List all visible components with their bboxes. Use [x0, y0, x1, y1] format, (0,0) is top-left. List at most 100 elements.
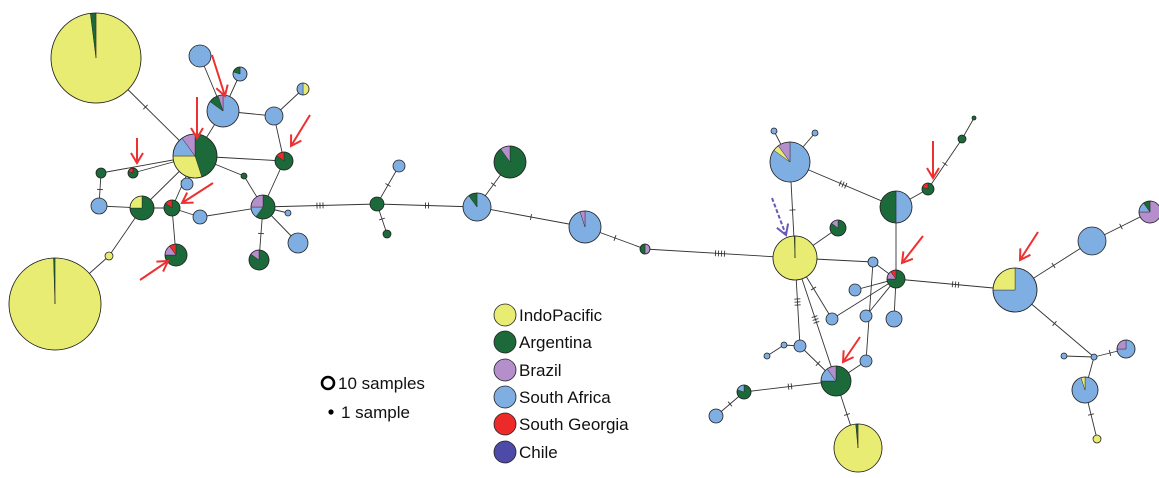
- size-legend-small-dot: [328, 409, 333, 414]
- mutation-tick: [958, 282, 959, 288]
- mutation-tick: [491, 183, 496, 187]
- haplotype-node: [51, 13, 141, 103]
- haplotype-node: [868, 257, 878, 267]
- haplotype-node: [1091, 354, 1097, 360]
- haplotype-node: [193, 210, 207, 224]
- legend-swatch-brazil: [494, 359, 516, 381]
- legend-label-argentina: Argentina: [519, 333, 592, 352]
- haplotype-node-circle: [868, 257, 878, 267]
- haplotype-node: [463, 193, 491, 221]
- haplotype-node-circle: [886, 311, 902, 327]
- haplotype-node-circle: [860, 355, 872, 367]
- mutation-tick: [955, 282, 956, 288]
- haplotype-node-circle: [972, 116, 976, 120]
- haplotype-node-circle: [105, 252, 113, 260]
- haplotype-node: [821, 366, 851, 396]
- legend-swatch-argentina: [494, 331, 516, 353]
- haplotype-node: [494, 146, 526, 178]
- mutation-tick: [385, 183, 390, 186]
- size-legend: 10 samples 1 sample: [322, 374, 425, 422]
- haplotype-node: [886, 311, 902, 327]
- purple-arrow-icon: [772, 198, 788, 235]
- haplotype-node-circle: [91, 198, 107, 214]
- haplotype-node: [173, 134, 217, 178]
- haplotype-pie-slice: [303, 83, 309, 95]
- red-arrow-icon: [902, 236, 923, 263]
- haplotype-pie-slice: [880, 191, 896, 223]
- haplotype-node: [812, 130, 818, 136]
- haplotype-node: [265, 107, 283, 125]
- haplotype-node-circle: [771, 128, 777, 134]
- haplotype-node: [91, 198, 107, 214]
- haplotype-node: [105, 252, 113, 260]
- legend-label-south-africa: South Africa: [519, 388, 611, 407]
- haplotype-node-circle: [1091, 354, 1097, 360]
- haplotype-node-circle: [383, 230, 391, 238]
- haplotype-node: [370, 197, 384, 211]
- mutation-tick: [1052, 263, 1055, 268]
- haplotype-node: [830, 220, 846, 236]
- haplotype-node: [773, 236, 817, 280]
- legend-swatch-chile: [494, 441, 516, 463]
- haplotype-node: [972, 116, 976, 120]
- legend-label-brazil: Brazil: [519, 361, 562, 380]
- haplotype-node: [9, 258, 101, 350]
- haplotype-node: [770, 142, 810, 182]
- haplotype-node: [249, 250, 269, 270]
- haplotype-node: [794, 340, 806, 352]
- haplotype-node: [958, 135, 966, 143]
- haplotype-node: [285, 210, 291, 216]
- haplotype-node: [1072, 377, 1098, 403]
- haplotype-node: [860, 310, 872, 322]
- haplotype-node: [383, 230, 391, 238]
- haplotype-node: [887, 270, 905, 288]
- haplotype-node: [569, 211, 601, 243]
- haplotype-node-circle: [370, 197, 384, 211]
- arrow-head: [156, 261, 168, 272]
- haplotype-node: [251, 195, 275, 219]
- haplotype-node-circle: [96, 168, 106, 178]
- haplotype-node-circle: [860, 310, 872, 322]
- mutation-tick: [943, 162, 948, 165]
- haplotype-node: [1078, 227, 1106, 255]
- haplotype-node-circle: [709, 409, 723, 423]
- haplotype-pie-slice: [645, 244, 650, 254]
- haplotype-node: [880, 191, 912, 223]
- legend-swatch-indopacific: [494, 304, 516, 326]
- haplotype-node: [771, 128, 777, 134]
- haplotype-node: [764, 353, 770, 359]
- haplotype-node: [241, 173, 247, 179]
- red-arrow-icon: [191, 97, 203, 138]
- haplotype-node: [96, 168, 106, 178]
- haplotype-node-circle: [1061, 353, 1067, 359]
- mutation-tick: [788, 384, 789, 390]
- haplotype-node: [288, 233, 308, 253]
- color-legend: IndoPacific Argentina Brazil South Afric…: [494, 304, 629, 463]
- haplotype-node: [181, 178, 193, 190]
- haplotype-node-circle: [958, 135, 966, 143]
- haplotype-node: [393, 160, 405, 172]
- haplotype-node-circle: [849, 284, 861, 296]
- mutation-tick: [530, 214, 531, 220]
- legend-swatch-south-africa: [494, 386, 516, 408]
- haplotype-node-circle: [1093, 435, 1101, 443]
- haplotype-node: [1093, 435, 1101, 443]
- red-arrow-icon: [843, 337, 860, 362]
- arrow-head: [843, 350, 854, 362]
- legend-label-indopacific: IndoPacific: [519, 306, 603, 325]
- haplotype-node: [640, 244, 650, 254]
- haplotype-node: [860, 355, 872, 367]
- haplotype-node-circle: [193, 210, 207, 224]
- haplotype-node: [207, 95, 239, 127]
- red-arrow-icon: [927, 141, 939, 178]
- haplotype-node: [233, 67, 247, 81]
- haplotype-node: [781, 342, 787, 348]
- haplotype-node: [922, 183, 934, 195]
- haplotype-node-circle: [393, 160, 405, 172]
- network-edge: [645, 249, 795, 258]
- legend-label-south-georgia: South Georgia: [519, 415, 629, 434]
- network-edge: [1064, 356, 1094, 357]
- legend-swatch-south-georgia: [494, 413, 516, 435]
- haplotype-node-circle: [181, 178, 193, 190]
- haplotype-node-circle: [1078, 227, 1106, 255]
